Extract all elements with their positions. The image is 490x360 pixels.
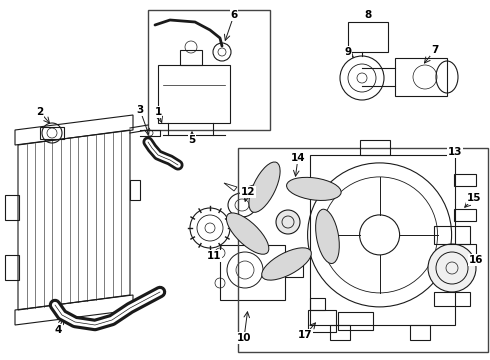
Text: 4: 4 [54,325,62,335]
Circle shape [428,244,476,292]
Text: 9: 9 [344,47,351,57]
Bar [454,174,476,186]
Bar [348,22,388,52]
Bar [310,155,455,325]
Text: 17: 17 [298,330,312,340]
Text: 6: 6 [230,10,238,20]
Text: 2: 2 [36,107,44,117]
Text: 15: 15 [467,193,481,203]
Bar [5,195,19,220]
Text: 7: 7 [431,45,439,55]
Bar [410,325,430,340]
Bar [238,148,488,352]
Bar [330,325,350,340]
Ellipse shape [249,162,280,212]
Bar [148,10,270,130]
Bar [180,50,202,65]
Text: 11: 11 [207,251,221,261]
Text: 16: 16 [469,255,483,265]
Bar [310,298,325,310]
Circle shape [276,210,300,234]
Ellipse shape [262,248,311,280]
Bar [285,263,303,277]
Bar [308,310,336,332]
Bar [338,312,373,330]
Bar [395,58,447,96]
Bar [5,255,19,280]
Ellipse shape [316,209,339,264]
Text: 14: 14 [291,153,305,163]
Text: 3: 3 [136,105,144,115]
Bar [434,226,470,244]
Text: 12: 12 [241,187,255,197]
Bar [360,140,390,155]
Text: 10: 10 [237,333,251,343]
Bar [454,209,476,221]
Bar [454,244,476,256]
Bar [130,180,140,200]
Text: 8: 8 [365,10,371,20]
Ellipse shape [226,213,269,254]
Text: 13: 13 [448,147,462,157]
Text: 5: 5 [188,135,196,145]
Ellipse shape [287,177,341,201]
Text: 1: 1 [154,107,162,117]
Bar [220,245,285,300]
Bar [158,65,230,123]
Bar [434,292,470,306]
Bar [40,127,64,139]
